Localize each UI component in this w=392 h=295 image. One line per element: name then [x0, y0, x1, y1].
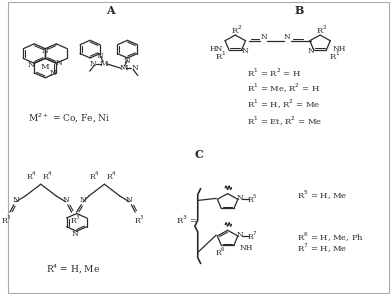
Text: N: N: [50, 69, 56, 77]
Text: M: M: [41, 63, 49, 71]
Text: N: N: [13, 196, 19, 204]
Text: R$^{1}$ = H, R$^{2}$ = Me: R$^{1}$ = H, R$^{2}$ = Me: [247, 99, 320, 112]
Text: N: N: [97, 53, 103, 60]
Text: R$^{1}$ = R$^{2}$ = H: R$^{1}$ = R$^{2}$ = H: [247, 66, 301, 79]
Text: R$^1$: R$^1$: [329, 50, 341, 62]
Text: M: M: [100, 60, 108, 68]
Text: N: N: [56, 59, 63, 67]
Text: R$^{4}$ = H, Me: R$^{4}$ = H, Me: [47, 263, 101, 276]
Text: R$^{6}$ = H, Me, Ph: R$^{6}$ = H, Me, Ph: [297, 230, 364, 244]
Text: B: B: [294, 6, 303, 17]
Text: N: N: [89, 60, 96, 68]
Text: N: N: [80, 196, 87, 204]
Text: N: N: [62, 196, 69, 204]
Text: N: N: [126, 196, 133, 204]
Text: N: N: [28, 61, 34, 69]
Text: NH: NH: [240, 244, 253, 252]
Text: R$^4$: R$^4$: [26, 169, 36, 182]
Text: R$^1$: R$^1$: [215, 50, 226, 62]
Text: N: N: [241, 47, 248, 55]
Text: R$^4$: R$^4$: [89, 169, 100, 182]
Text: R$^3$ =: R$^3$ =: [176, 213, 197, 226]
Text: R$^{1}$ = Me, R$^{2}$ = H: R$^{1}$ = Me, R$^{2}$ = H: [247, 82, 320, 95]
Text: N: N: [42, 47, 49, 55]
Text: C: C: [194, 149, 203, 160]
Text: R$^{5}$ = H, Me: R$^{5}$ = H, Me: [297, 189, 347, 202]
Text: N: N: [307, 47, 314, 55]
Text: N: N: [236, 230, 243, 239]
Text: R$^{1}$ = Et, R$^{2}$ = Me: R$^{1}$ = Et, R$^{2}$ = Me: [247, 114, 322, 128]
Text: N: N: [261, 33, 268, 41]
Text: N: N: [284, 33, 291, 41]
Text: R$^2$: R$^2$: [316, 24, 328, 36]
Text: A: A: [106, 6, 114, 17]
Text: N: N: [72, 230, 79, 238]
Text: R$^3$: R$^3$: [134, 214, 144, 226]
Text: R$^4$: R$^4$: [106, 169, 117, 182]
Text: R$^3$: R$^3$: [70, 214, 81, 226]
Text: N: N: [124, 57, 131, 65]
Text: N: N: [131, 64, 138, 72]
Text: R$^5$: R$^5$: [247, 193, 258, 205]
Text: NH: NH: [332, 45, 346, 53]
Text: M: M: [119, 64, 128, 72]
Text: R$^{7}$ = H, Me: R$^{7}$ = H, Me: [297, 242, 347, 255]
Text: R$^6$: R$^6$: [215, 245, 225, 258]
Text: M$^{2+}$ = Co, Fe, Ni: M$^{2+}$ = Co, Fe, Ni: [29, 112, 111, 125]
Text: R$^7$: R$^7$: [247, 229, 258, 242]
Text: N: N: [236, 194, 243, 202]
Text: R$^3$: R$^3$: [1, 214, 11, 226]
Text: R$^4$: R$^4$: [42, 169, 53, 182]
Text: R$^2$: R$^2$: [231, 24, 243, 36]
Text: HN: HN: [209, 45, 223, 53]
